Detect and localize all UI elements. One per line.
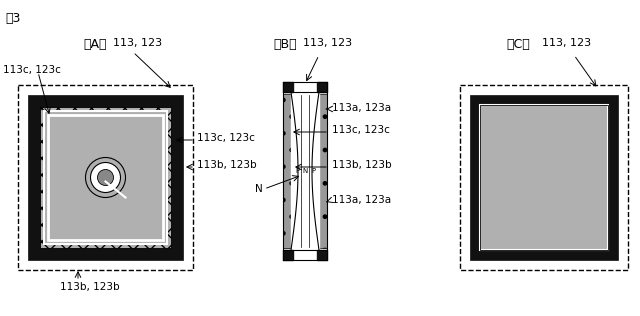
Text: N: N xyxy=(302,168,308,174)
Text: 113c, 123c: 113c, 123c xyxy=(197,133,255,143)
Text: 113a, 123a: 113a, 123a xyxy=(332,195,391,205)
Circle shape xyxy=(86,157,125,198)
Text: 113b, 123b: 113b, 123b xyxy=(332,160,392,170)
Bar xyxy=(291,92,319,250)
Bar xyxy=(28,95,183,260)
Bar xyxy=(319,94,327,248)
Text: （A）: （A） xyxy=(83,38,106,51)
Bar xyxy=(44,111,167,244)
Text: 113b, 123b: 113b, 123b xyxy=(60,282,120,292)
Circle shape xyxy=(97,169,113,185)
Text: 113b, 123b: 113b, 123b xyxy=(197,160,257,170)
Bar xyxy=(283,94,291,248)
Bar xyxy=(283,82,327,260)
Bar xyxy=(18,85,193,270)
Text: 図3: 図3 xyxy=(5,12,20,25)
Bar xyxy=(480,105,608,250)
Bar xyxy=(480,105,608,250)
Circle shape xyxy=(90,162,120,192)
Text: （B）: （B） xyxy=(273,38,296,51)
Bar xyxy=(283,82,293,92)
Text: 113c, 123c: 113c, 123c xyxy=(332,125,390,135)
Bar xyxy=(40,107,171,248)
Text: （C）: （C） xyxy=(506,38,530,51)
Bar xyxy=(480,105,608,250)
Bar xyxy=(470,95,618,260)
Text: 113, 123: 113, 123 xyxy=(542,38,591,48)
Bar xyxy=(317,82,327,92)
Text: 113a, 123a: 113a, 123a xyxy=(332,103,391,113)
Text: N: N xyxy=(255,184,263,194)
Text: P: P xyxy=(295,168,299,174)
Bar xyxy=(460,85,628,270)
Bar xyxy=(283,250,293,260)
Text: 113c, 123c: 113c, 123c xyxy=(3,65,61,75)
Text: 113, 123: 113, 123 xyxy=(113,38,162,48)
Bar xyxy=(48,115,163,240)
Bar xyxy=(317,250,327,260)
Text: P: P xyxy=(311,168,315,174)
Text: 113, 123: 113, 123 xyxy=(303,38,352,48)
